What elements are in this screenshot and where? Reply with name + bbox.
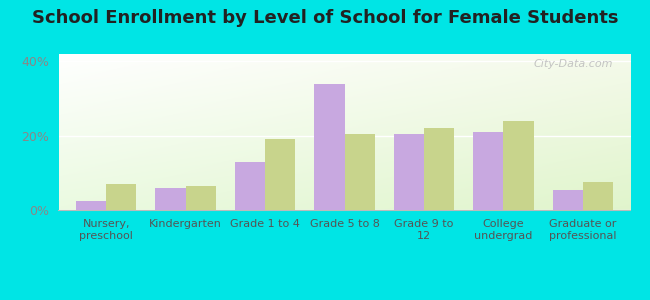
Bar: [552, 190, 583, 210]
Text: City-Data.com: City-Data.com: [534, 59, 614, 69]
Bar: [473, 132, 503, 210]
Bar: [344, 134, 374, 210]
Bar: [186, 186, 216, 210]
Bar: [106, 184, 136, 210]
Bar: [394, 134, 424, 210]
Text: School Enrollment by Level of School for Female Students: School Enrollment by Level of School for…: [32, 9, 618, 27]
Bar: [424, 128, 454, 210]
Bar: [235, 162, 265, 210]
Bar: [315, 84, 344, 210]
Bar: [503, 121, 534, 210]
Bar: [76, 201, 106, 210]
Bar: [583, 182, 613, 210]
Bar: [155, 188, 186, 210]
Bar: [265, 140, 295, 210]
